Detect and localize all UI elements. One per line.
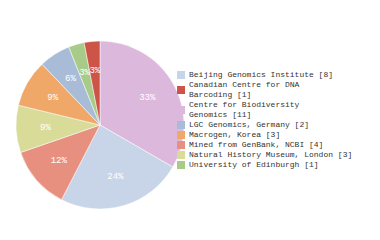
svg-text:12%: 12% xyxy=(51,156,68,166)
html-text:Mined from GenBank, NCBI [4]: Mined from GenBank, NCBI [4] xyxy=(189,140,324,149)
html-text:University of Edinburgh [1]: University of Edinburgh [1] xyxy=(189,160,319,170)
svg-text:33%: 33% xyxy=(139,93,156,103)
html-text:Canadian Centre for DNA Barcod: Canadian Centre for DNA Barcoding [1] xyxy=(189,79,300,99)
html-text:Macrogen, Korea [3]: Macrogen, Korea [3] xyxy=(189,129,281,139)
svg-text:9%: 9% xyxy=(40,123,51,133)
html-text:Centre for Biodiversity Genomi: Centre for Biodiversity Genomics [11] xyxy=(189,99,300,119)
html-text:Natural History Museum, London: Natural History Museum, London [3] xyxy=(189,150,353,160)
svg-text:3%: 3% xyxy=(89,66,100,76)
svg-text:3%: 3% xyxy=(79,67,90,78)
html-text:LGC Genomics, Germany [2]: LGC Genomics, Germany [2] xyxy=(189,119,309,129)
svg-text:24%: 24% xyxy=(107,172,124,182)
svg-text:6%: 6% xyxy=(65,74,76,84)
svg-text:9%: 9% xyxy=(47,93,58,103)
html-text:Beijing Genomics Institute [8]: Beijing Genomics Institute [8] xyxy=(189,69,333,79)
